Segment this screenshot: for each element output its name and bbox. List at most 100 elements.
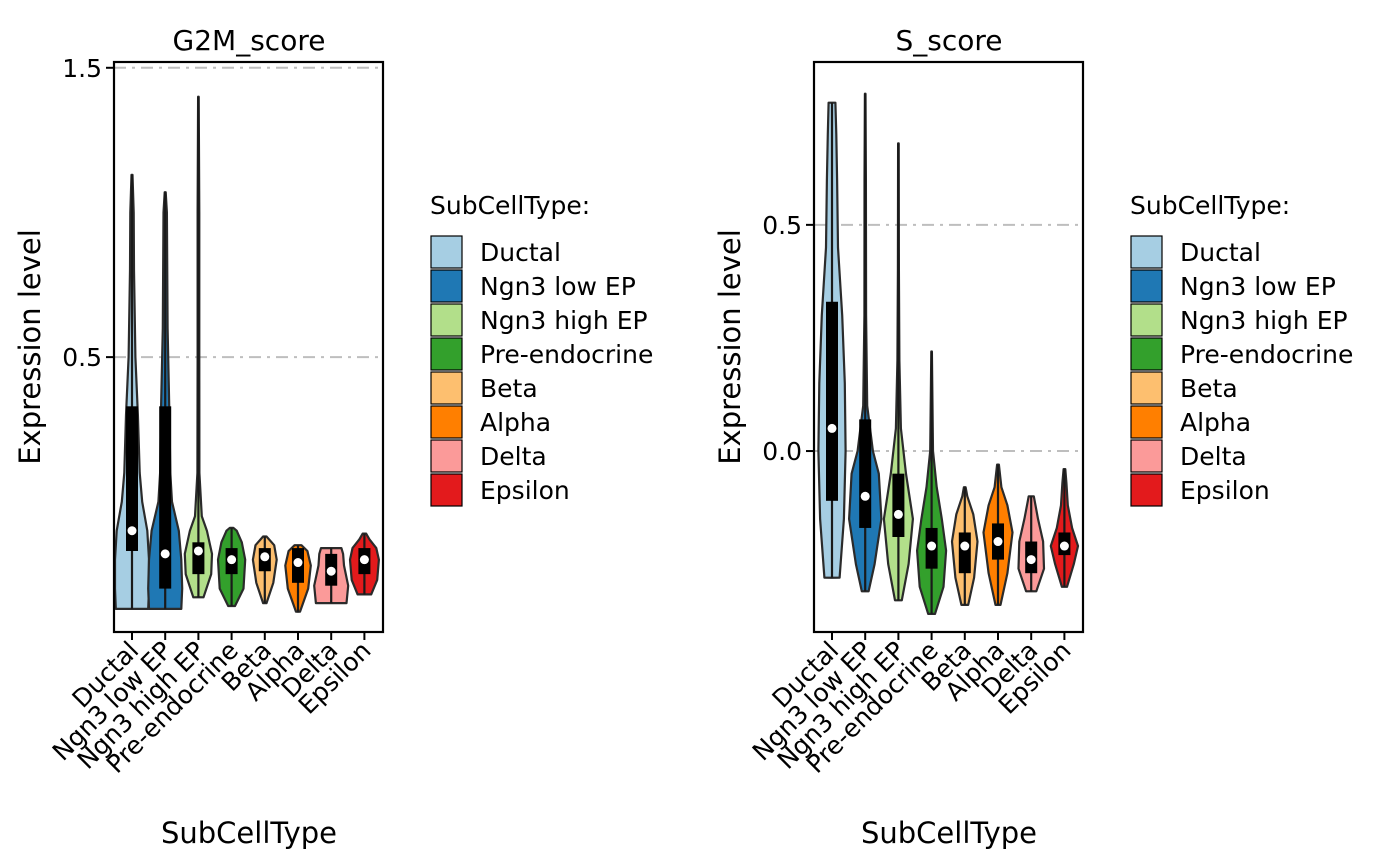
legend-item-ngn3-high-ep: Ngn3 high EP bbox=[1130, 303, 1348, 337]
legend-label: Ductal bbox=[1180, 238, 1261, 267]
legend-label: Pre-endocrine bbox=[480, 340, 653, 369]
violin-epsilon bbox=[348, 532, 380, 596]
panel-title: S_score bbox=[895, 24, 1002, 57]
legend-swatch bbox=[1130, 303, 1163, 337]
legend-item-ductal: Ductal bbox=[430, 235, 561, 269]
legend-item-pre-endocrine: Pre-endocrine bbox=[1130, 337, 1353, 371]
median-point bbox=[227, 555, 237, 565]
median-point bbox=[1026, 555, 1036, 565]
median-point bbox=[160, 549, 170, 559]
legend-item-epsilon: Epsilon bbox=[430, 473, 570, 507]
legend-label: Beta bbox=[480, 374, 538, 403]
y-tick-label: 0.0 bbox=[762, 437, 802, 466]
median-point bbox=[827, 423, 837, 433]
legend-title: SubCellType: bbox=[1130, 191, 1290, 220]
legend-swatch bbox=[430, 439, 463, 473]
legend-swatch bbox=[1130, 235, 1163, 269]
iqr-box bbox=[892, 473, 905, 537]
y-axis-label: Expression level bbox=[13, 229, 47, 465]
violin-alpha bbox=[982, 463, 1014, 606]
violin-alpha bbox=[284, 544, 312, 613]
violin-ngn3-low-ep bbox=[147, 191, 184, 610]
y-tick-label: 0.5 bbox=[762, 211, 802, 240]
legend-swatch bbox=[1130, 269, 1163, 303]
median-point bbox=[293, 558, 303, 568]
legend-swatch bbox=[1130, 439, 1163, 473]
median-point bbox=[193, 546, 203, 556]
legend-swatch bbox=[430, 405, 463, 439]
iqr-box bbox=[126, 406, 138, 551]
legend-item-pre-endocrine: Pre-endocrine bbox=[430, 337, 653, 371]
legend-item-ngn3-low-ep: Ngn3 low EP bbox=[1130, 269, 1336, 303]
iqr-box bbox=[958, 532, 971, 574]
median-point bbox=[927, 541, 937, 551]
panel-s-score: S_score Expression level SubCellType 0.0… bbox=[713, 24, 1353, 850]
panel-g2m-score: G2M_score Expression level SubCellType 0… bbox=[13, 24, 653, 850]
legend-label: Ngn3 high EP bbox=[480, 306, 648, 335]
legend-swatch bbox=[1130, 337, 1163, 371]
y-axis-label: Expression level bbox=[713, 229, 747, 465]
legend-item-ductal: Ductal bbox=[1130, 235, 1261, 269]
legend-label: Epsilon bbox=[480, 476, 570, 505]
legend-swatch bbox=[1130, 405, 1163, 439]
legend-label: Delta bbox=[1180, 442, 1247, 471]
y-axis: 0.0 0.5 bbox=[762, 211, 814, 466]
legend-label: Beta bbox=[1180, 374, 1238, 403]
y-tick-label: 1.5 bbox=[62, 54, 102, 83]
reference-lines bbox=[814, 223, 1083, 453]
violin-ngn3-high-ep bbox=[882, 142, 914, 602]
y-tick-label: 0.5 bbox=[62, 343, 102, 372]
legend-item-delta: Delta bbox=[430, 439, 547, 473]
reference-lines bbox=[114, 66, 383, 359]
violin-delta bbox=[1017, 495, 1046, 593]
violin-beta bbox=[251, 535, 278, 605]
legend-title: SubCellType: bbox=[430, 191, 590, 220]
legend: SubCellType: Ductal Ngn3 low EP Ngn3 high … bbox=[1130, 191, 1353, 507]
y-axis: 0.5 1.5 bbox=[62, 54, 114, 372]
iqr-box bbox=[826, 301, 838, 501]
legend-label: Ngn3 high EP bbox=[1180, 306, 1348, 335]
plot-frame bbox=[812, 60, 1085, 634]
violin-ngn3-low-ep bbox=[848, 92, 883, 593]
legend-swatch bbox=[430, 337, 463, 371]
violin-beta bbox=[950, 486, 979, 606]
legend-label: Alpha bbox=[1180, 408, 1251, 437]
violin-pre-endocrine bbox=[216, 526, 247, 608]
violin-pre-endocrine bbox=[916, 350, 948, 616]
legend-label: Ngn3 low EP bbox=[1180, 272, 1336, 301]
iqr-box bbox=[159, 406, 172, 589]
x-axis-label: SubCellType bbox=[861, 816, 1037, 850]
legend-swatch bbox=[430, 269, 463, 303]
legend-swatch bbox=[430, 235, 463, 269]
violin-delta bbox=[313, 547, 350, 605]
plot-frame bbox=[112, 60, 385, 634]
legend-label: Ductal bbox=[480, 238, 561, 267]
median-point bbox=[260, 552, 270, 562]
violin-ngn3-high-ep bbox=[183, 95, 214, 599]
legend-item-beta: Beta bbox=[430, 371, 538, 405]
median-point bbox=[127, 526, 137, 536]
legend-item-epsilon: Epsilon bbox=[1130, 473, 1270, 507]
legend-item-ngn3-low-ep: Ngn3 low EP bbox=[430, 269, 636, 303]
median-point bbox=[1059, 541, 1069, 551]
legend-item-ngn3-high-ep: Ngn3 high EP bbox=[430, 303, 648, 337]
legend-label: Delta bbox=[480, 442, 547, 471]
violin-epsilon bbox=[1049, 468, 1080, 588]
legend-label: Ngn3 low EP bbox=[480, 272, 636, 301]
legend-label: Alpha bbox=[480, 408, 551, 437]
violin-ductal bbox=[817, 101, 847, 579]
legend-swatch bbox=[430, 303, 463, 337]
legend-swatch bbox=[1130, 371, 1163, 405]
legend-swatch bbox=[1130, 473, 1163, 507]
median-point bbox=[359, 555, 369, 565]
violin-marks bbox=[817, 92, 1080, 616]
iqr-box bbox=[859, 419, 872, 528]
x-axis-label: SubCellType bbox=[161, 816, 337, 850]
legend-item-alpha: Alpha bbox=[430, 405, 551, 439]
legend-item-alpha: Alpha bbox=[1130, 405, 1251, 439]
legend-item-delta: Delta bbox=[1130, 439, 1247, 473]
median-point bbox=[960, 541, 970, 551]
median-point bbox=[893, 509, 903, 519]
